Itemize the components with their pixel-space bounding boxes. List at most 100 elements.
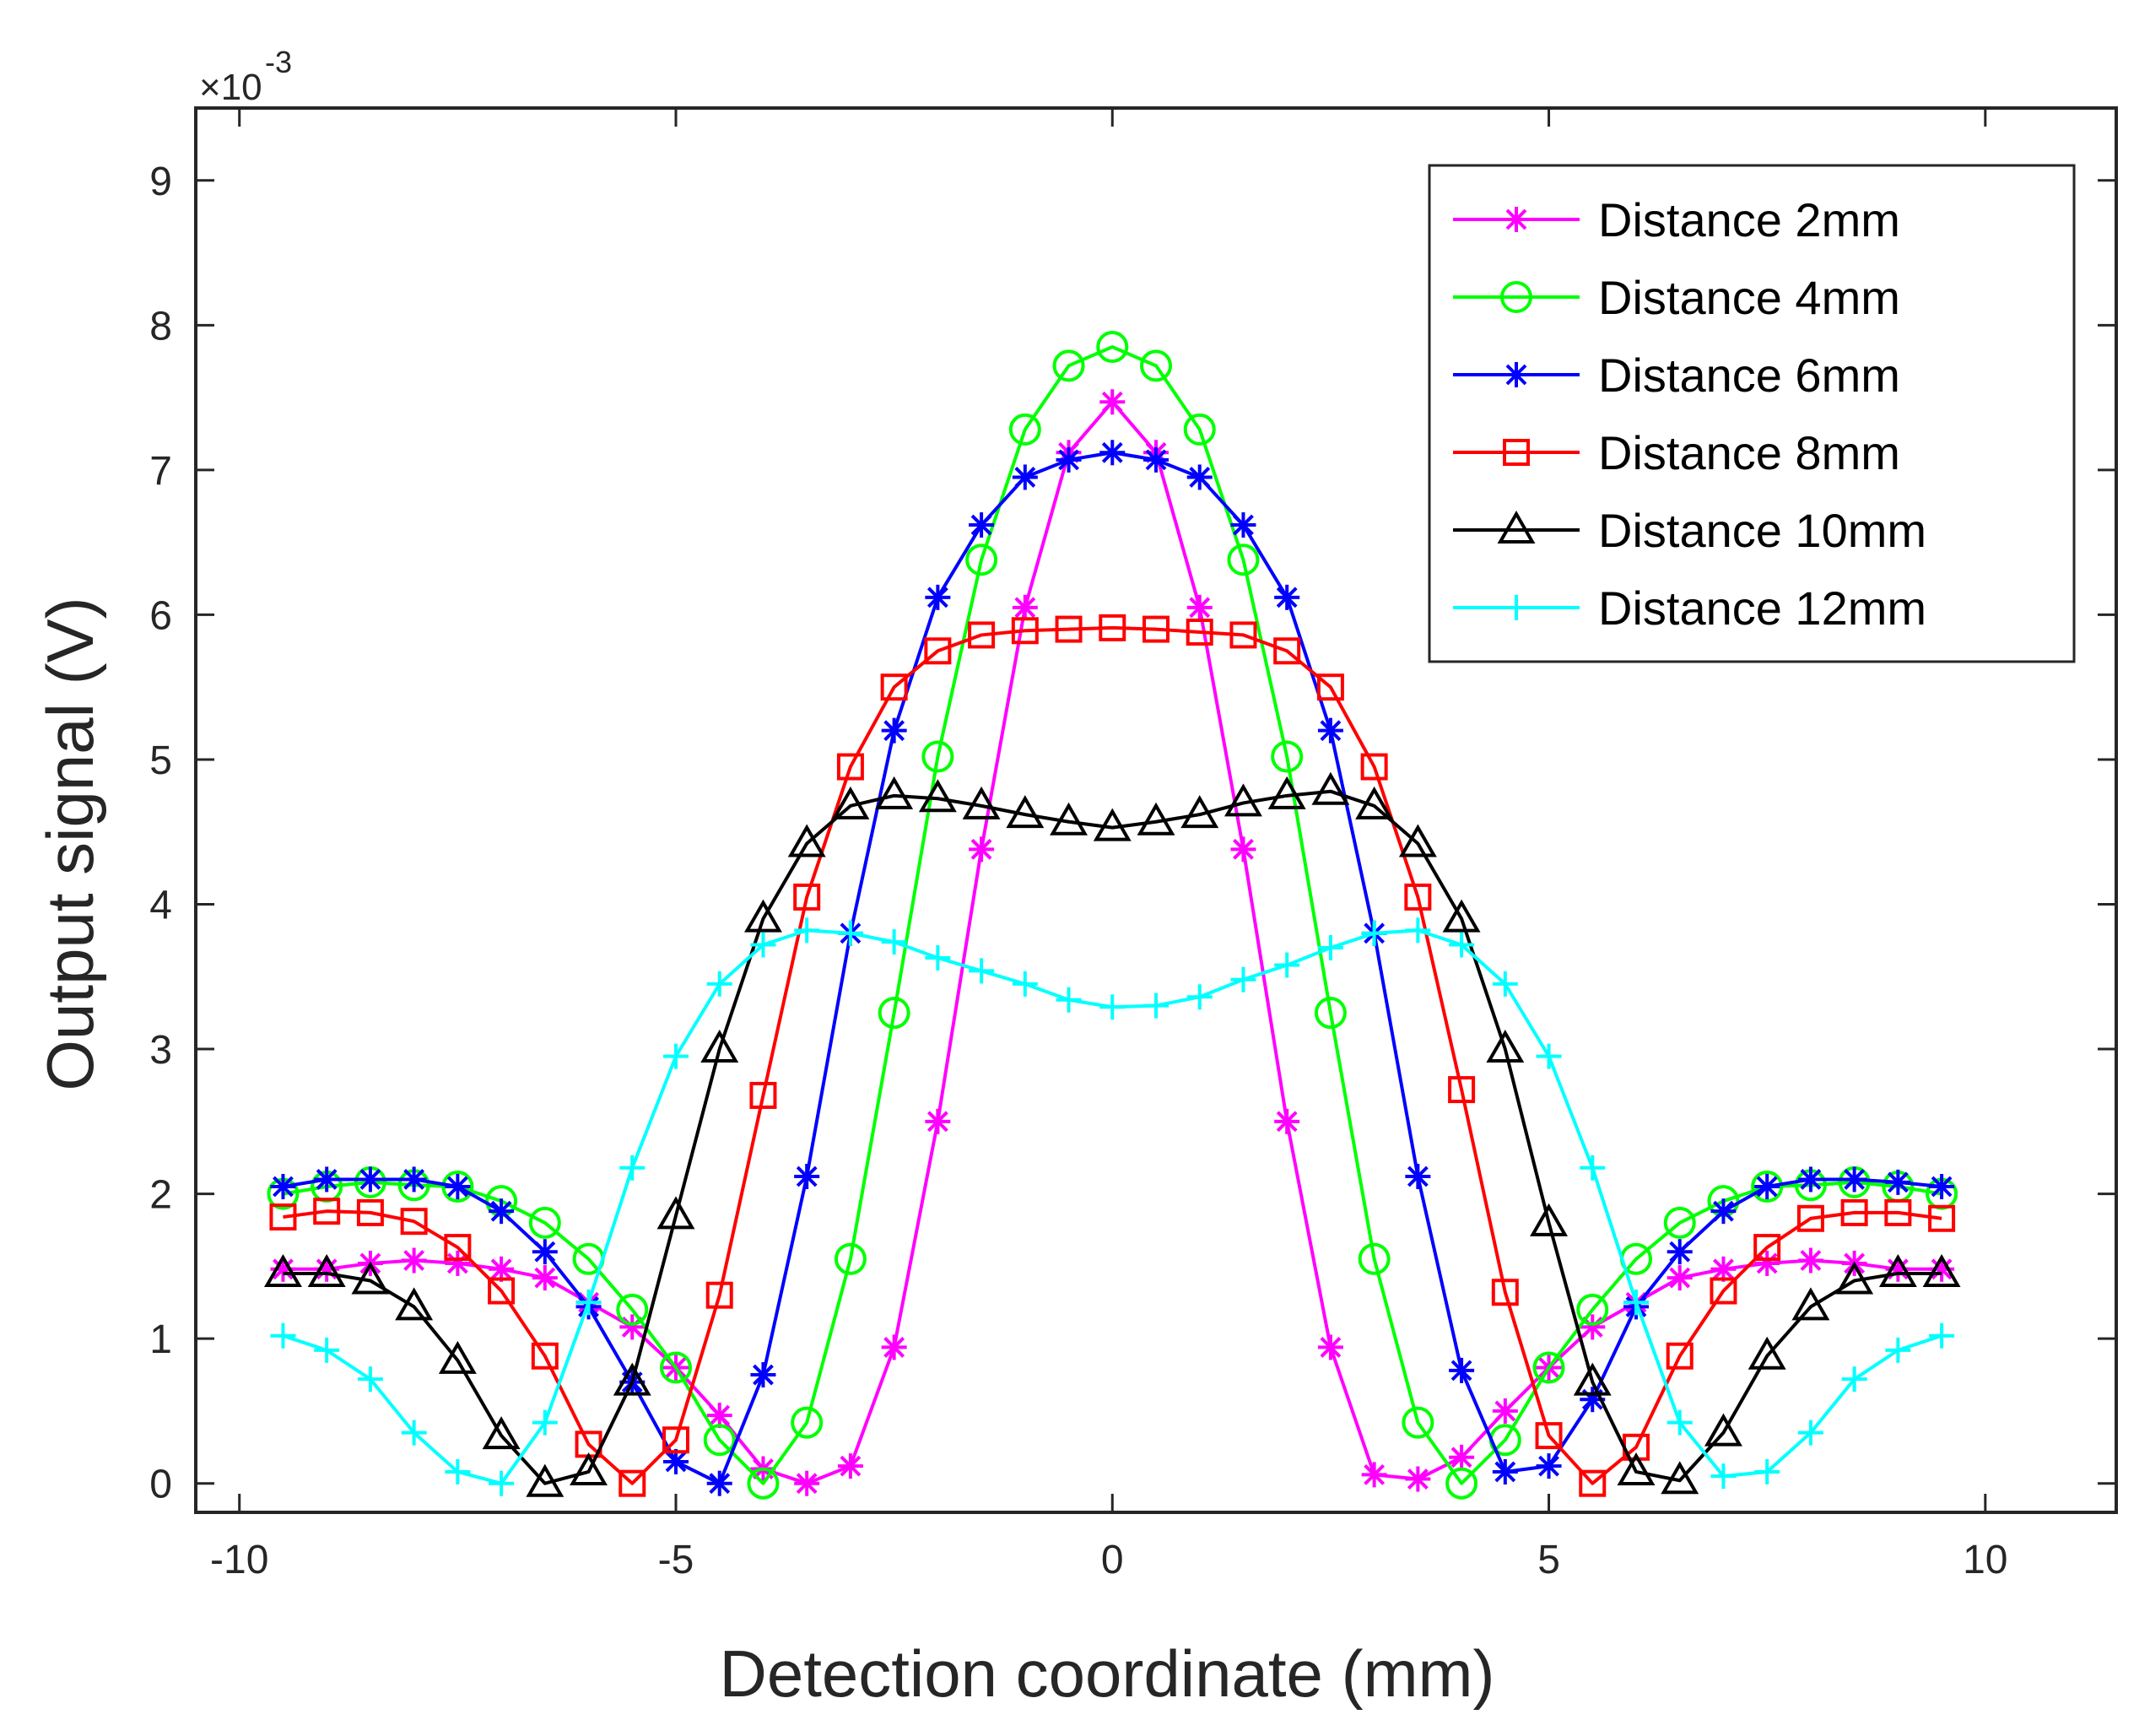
data-point-marker <box>1360 753 1388 781</box>
data-point-marker <box>1183 413 1216 446</box>
data-point-marker <box>1663 1206 1696 1239</box>
legend-item: Distance 4mm <box>1453 271 1900 324</box>
data-point-marker <box>1661 1461 1699 1495</box>
data-point-marker <box>1143 615 1170 643</box>
data-point-marker <box>881 717 907 744</box>
data-point-marker <box>1710 1463 1737 1490</box>
data-point-marker <box>1316 673 1344 701</box>
series-distance-10mm <box>263 771 1961 1497</box>
data-point-marker <box>1536 1043 1562 1069</box>
data-point-marker <box>1623 1290 1649 1316</box>
data-point-marker <box>1180 795 1219 829</box>
data-point-marker <box>1140 349 1172 382</box>
data-point-marker <box>1754 1174 1780 1200</box>
data-point-marker <box>445 1174 471 1200</box>
y-exponent-label: ×10 -3 <box>199 45 292 108</box>
series-distance-6mm <box>270 440 1955 1496</box>
data-point-marker <box>532 1239 558 1265</box>
data-point-marker <box>1791 1287 1830 1321</box>
data-point-marker <box>1096 331 1129 364</box>
data-point-marker <box>1710 1277 1737 1305</box>
data-point-marker <box>794 917 820 944</box>
data-point-marker <box>878 997 910 1030</box>
data-point-marker <box>743 899 782 933</box>
data-point-marker <box>1008 413 1041 446</box>
data-point-marker <box>1052 349 1085 382</box>
data-point-marker <box>1011 617 1039 645</box>
data-point-marker <box>1099 994 1126 1020</box>
data-point-marker <box>837 920 863 946</box>
data-point-marker <box>1012 971 1038 997</box>
data-point-marker <box>706 971 732 997</box>
data-point-marker <box>351 1261 390 1295</box>
data-point-marker <box>1355 786 1394 819</box>
data-point-marker <box>787 824 826 857</box>
data-point-marker <box>703 1424 736 1457</box>
data-point-marker <box>1050 802 1089 836</box>
data-point-marker <box>445 1250 471 1276</box>
data-point-marker <box>357 1366 383 1393</box>
data-point-marker <box>831 786 870 819</box>
data-point-marker <box>925 584 951 610</box>
data-point-marker <box>1056 987 1082 1013</box>
data-point-marker <box>706 1470 732 1496</box>
data-point-marker <box>1314 997 1347 1030</box>
data-point-marker <box>1486 1030 1525 1063</box>
data-point-marker <box>1358 1242 1391 1275</box>
data-point-marker <box>969 512 995 538</box>
data-point-marker <box>749 1081 777 1109</box>
data-point-marker <box>401 1166 427 1192</box>
legend-marker <box>1500 281 1532 313</box>
data-point-marker <box>747 1467 780 1500</box>
data-point-marker <box>438 1340 477 1374</box>
data-point-marker <box>1137 802 1175 836</box>
data-point-marker <box>1099 389 1126 415</box>
data-point-marker <box>270 1322 296 1349</box>
data-point-marker <box>1273 637 1301 665</box>
data-point-marker <box>1445 1467 1478 1500</box>
data-point-marker <box>1492 971 1518 997</box>
legend-label: Distance 4mm <box>1598 271 1900 324</box>
data-point-marker <box>314 1337 340 1363</box>
data-point-marker <box>1922 1253 1961 1287</box>
data-point-marker <box>613 1362 651 1396</box>
data-point-marker <box>1099 614 1126 641</box>
data-point-marker <box>836 753 864 781</box>
series-line <box>283 345 1942 1485</box>
data-point-marker <box>881 929 907 955</box>
data-point-marker <box>1229 621 1257 649</box>
data-point-marker <box>1573 1362 1612 1396</box>
data-point-marker <box>1093 808 1132 841</box>
data-point-marker <box>750 1362 776 1388</box>
data-point-marker <box>1398 824 1437 857</box>
legend-item: Distance 10mm <box>1453 504 1926 557</box>
data-point-marker <box>356 1198 384 1226</box>
data-point-marker <box>1841 1166 1867 1192</box>
data-point-marker <box>314 1166 340 1192</box>
data-point-marker <box>263 1253 302 1287</box>
data-point-marker <box>969 958 995 984</box>
data-point-marker <box>1532 1351 1565 1384</box>
legend-box <box>1428 164 2076 663</box>
data-point-marker <box>1012 594 1038 620</box>
data-point-marker <box>1492 1398 1518 1424</box>
data-point-marker <box>1186 618 1213 646</box>
x-tick-label: 10 <box>1963 1538 2007 1582</box>
data-point-marker <box>1579 1469 1607 1497</box>
data-point-marker <box>401 1420 427 1446</box>
data-point-marker <box>834 1242 867 1275</box>
y-exponent-base: ×10 <box>199 67 262 108</box>
data-point-marker <box>1884 1198 1912 1226</box>
data-point-marker <box>1666 1342 1694 1370</box>
data-point-marker <box>401 1247 427 1274</box>
data-point-marker <box>1449 932 1475 958</box>
data-point-marker <box>357 1166 383 1192</box>
data-point-marker <box>924 637 952 665</box>
data-point-marker <box>875 776 914 809</box>
data-point-marker <box>1535 1422 1563 1450</box>
data-point-marker <box>488 1277 516 1305</box>
data-point-marker <box>489 1470 515 1496</box>
data-point-marker <box>532 1409 558 1436</box>
data-point-marker <box>1404 883 1432 911</box>
data-point-marker <box>1267 776 1306 809</box>
